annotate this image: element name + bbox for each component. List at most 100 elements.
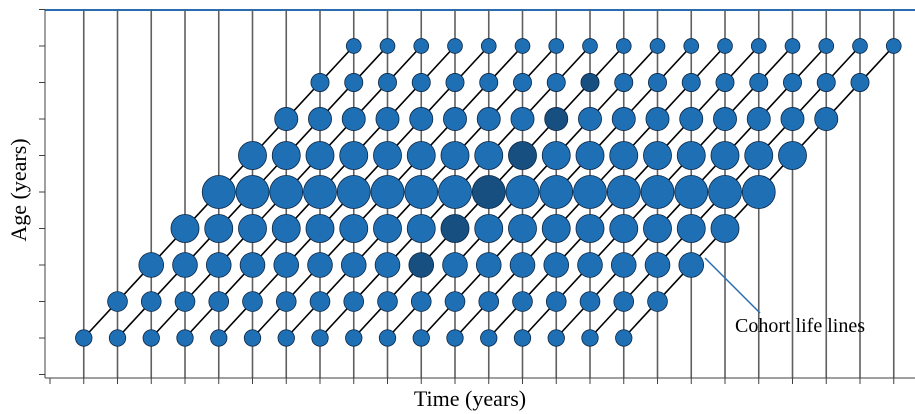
cohort-bubble: [547, 329, 565, 347]
cohort-bubble: [273, 252, 300, 278]
cohort-bubble: [474, 141, 504, 170]
cohort-bubble: [778, 141, 807, 170]
cohort-bubble: [277, 329, 295, 347]
cohort-bubble: [377, 291, 398, 312]
cohort-bubble: [307, 252, 333, 278]
cohort-bubble: [541, 214, 571, 243]
cohort-bubble: [514, 38, 531, 54]
cohort-bubble: [480, 329, 498, 347]
cohort-bubble: [406, 141, 436, 170]
cohort-bubble: [609, 214, 639, 243]
cohort-bubble: [410, 291, 432, 312]
cohort-bubble: [208, 291, 230, 312]
cohort-bubble: [443, 107, 467, 131]
cohort-bubble: [475, 252, 502, 278]
cohort-bubble: [108, 329, 127, 347]
cohort-bubble: [341, 107, 366, 131]
cohort-bubble: [336, 175, 371, 209]
cohort-bubble: [239, 252, 266, 278]
cohort-bubble: [411, 73, 431, 92]
cohort-bubble: [474, 214, 504, 243]
cohort-bubble: [784, 38, 801, 54]
cohort-bubble: [640, 175, 675, 209]
cohort-bubble: [275, 291, 297, 312]
cohort-bubble: [210, 329, 228, 347]
cohort-bubble: [708, 175, 742, 209]
cohort-bubble: [643, 141, 672, 170]
cohort-bubble: [440, 141, 470, 170]
cohort-bubble: [579, 291, 601, 312]
cohort-bubble: [582, 38, 598, 54]
cohort-bubble: [374, 252, 401, 278]
cohort-bubble: [170, 214, 200, 243]
cohort-bubble: [310, 73, 330, 92]
cohort-bubble: [274, 107, 299, 131]
cohort-bubble: [447, 38, 463, 54]
cohort-bubble: [235, 175, 270, 209]
cohort-bubble: [308, 107, 332, 131]
cohort-bubble: [344, 73, 364, 92]
y-axis-label: Age (years): [6, 138, 31, 241]
axes: [39, 9, 915, 384]
cohort-bubble: [546, 73, 566, 92]
cohort-bubble: [710, 214, 740, 243]
cohort-bubble: [611, 107, 636, 131]
cohort-bubble: [545, 291, 567, 312]
cohort-bubble: [578, 107, 602, 131]
cohort-bubble: [713, 107, 737, 131]
cohort-bubble: [140, 291, 162, 312]
cohort-bubble: [513, 73, 532, 92]
cohort-bubble: [508, 141, 537, 170]
cohort-bubble: [138, 252, 165, 278]
cohort-bubble: [885, 38, 902, 54]
cohort-bubble: [818, 38, 835, 54]
cohort-bubble: [580, 73, 600, 92]
cohort-bubble: [107, 291, 128, 312]
cohort-bubble: [142, 329, 160, 347]
cohort-bubble: [648, 73, 667, 92]
cohort-bubble: [303, 175, 337, 209]
cohort-bubbles: [75, 38, 902, 347]
cohort-bubble: [305, 214, 335, 243]
cohort-bubble: [539, 175, 574, 209]
cohort-bubble: [478, 291, 500, 312]
cohort-bubble: [201, 175, 236, 209]
cohort-bubble: [544, 107, 569, 131]
cohort-bubble: [471, 175, 506, 209]
cohort-bubble: [644, 252, 671, 278]
cohort-bubble: [609, 141, 639, 170]
cohort-bubble: [717, 38, 733, 54]
cohort-bubble: [271, 141, 301, 170]
cohort-bubble: [614, 73, 634, 92]
cohort-bubble: [647, 291, 668, 312]
cohort-bubble: [513, 329, 532, 347]
cohort-bubble: [204, 214, 234, 243]
cohort-bubble: [749, 73, 769, 92]
cohort-bubble: [615, 38, 632, 54]
cohort-bubble: [345, 329, 363, 347]
cohort-bubble: [852, 38, 868, 54]
cohort-bubble: [311, 329, 329, 347]
cohort-bubble: [446, 329, 464, 347]
cohort-bubble: [575, 214, 605, 243]
cohort-bubble: [476, 107, 501, 131]
cohort-bubble: [780, 107, 805, 131]
cohort-bubble: [615, 329, 633, 347]
cohort-bubble: [340, 252, 367, 278]
cohort-bubble: [543, 252, 570, 278]
cohort-bubble: [238, 214, 267, 243]
cohort-bubble: [814, 107, 839, 131]
cohort-bubble: [404, 175, 439, 209]
cohort-bubble: [378, 329, 397, 347]
cohort-bubble: [412, 329, 430, 347]
cohort-bubble: [581, 329, 599, 347]
cohort-bubble: [750, 38, 767, 54]
cohort-bubble: [373, 214, 402, 243]
annotation-label: Cohort life lines: [735, 315, 865, 337]
cohort-bubble: [746, 107, 771, 131]
cohort-bubble: [683, 38, 700, 54]
cohort-bubble: [444, 291, 466, 312]
cohort-bubble: [606, 175, 641, 209]
cohort-bubble: [575, 141, 605, 170]
